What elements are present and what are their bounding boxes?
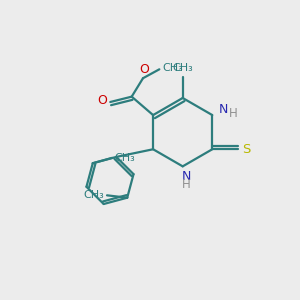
Text: O: O [139,63,149,76]
Text: H: H [182,178,190,191]
Text: CH₃: CH₃ [162,63,183,73]
Text: H: H [229,107,238,120]
Text: N: N [219,103,228,116]
Text: O: O [97,94,107,107]
Text: CH₃: CH₃ [115,153,136,163]
Text: CH₃: CH₃ [84,190,104,200]
Text: S: S [243,143,251,156]
Text: N: N [182,170,191,183]
Text: CH₃: CH₃ [172,63,193,73]
